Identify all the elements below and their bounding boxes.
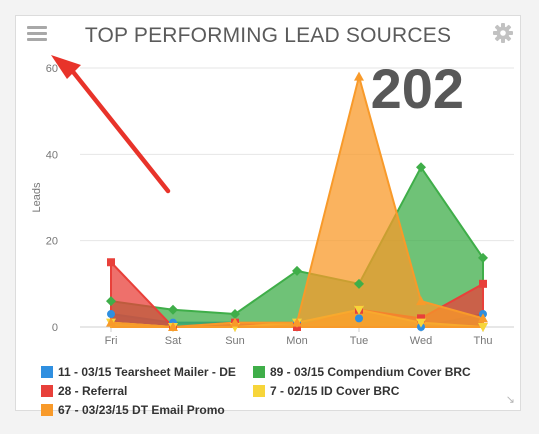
data-point-s2 <box>168 304 178 315</box>
widget-title: TOP PERFORMING LEAD SOURCES <box>84 24 452 47</box>
legend-swatch <box>41 404 53 416</box>
data-point-s3 <box>479 279 487 288</box>
data-point-s4 <box>416 318 426 328</box>
legend-label: 28 - Referral <box>58 384 128 398</box>
data-point-s4 <box>478 323 488 332</box>
data-point-s2 <box>478 252 488 263</box>
data-point-s2 <box>416 162 426 173</box>
y-tick-label: 60 <box>46 63 58 75</box>
data-point-s3 <box>107 258 115 267</box>
legend-label: 7 - 02/15 ID Cover BRC <box>270 384 400 398</box>
data-point-s3 <box>417 314 425 323</box>
legend-item[interactable]: 11 - 03/15 Tearsheet Mailer - DE <box>41 365 253 379</box>
data-point-s5 <box>354 71 364 81</box>
data-point-s2 <box>230 309 240 320</box>
legend-item[interactable]: 67 - 03/23/15 DT Email Promo <box>41 403 253 417</box>
data-point-s1 <box>107 310 115 319</box>
legend-item[interactable]: 28 - Referral <box>41 384 253 398</box>
data-point-s2 <box>106 296 116 307</box>
data-point-s5 <box>478 313 488 323</box>
legend-item[interactable]: 7 - 02/15 ID Cover BRC <box>253 384 513 398</box>
y-axis-label: Leads <box>31 182 43 212</box>
data-point-s5 <box>416 296 426 306</box>
data-point-s1 <box>355 314 363 323</box>
data-point-s5 <box>106 317 116 327</box>
x-tick-label: Tue <box>350 335 369 347</box>
legend-swatch <box>41 385 53 397</box>
series-area-5 <box>110 75 484 328</box>
resize-diagonal-icon[interactable]: ↘ <box>505 394 515 406</box>
data-point-s5 <box>168 322 178 331</box>
legend-label: 89 - 03/15 Compendium Cover BRC <box>270 365 471 379</box>
x-tick-label: Thu <box>474 335 493 347</box>
gear-icon[interactable] <box>492 22 514 44</box>
lead-sources-widget: TOP PERFORMING LEAD SOURCES 0 20 40 60 Leads… <box>15 15 521 417</box>
x-tick-label: Sun <box>225 335 245 347</box>
lead-sources-area-chart: 0 20 40 60 Leads Fri Sat Sun Mon Tue Wed Thu <box>31 63 514 347</box>
data-point-s2 <box>292 265 302 276</box>
legend-item[interactable]: 89 - 03/15 Compendium Cover BRC <box>253 365 513 379</box>
x-tick-label: Fri <box>105 335 118 347</box>
data-point-s4 <box>354 305 364 315</box>
hamburger-menu-icon[interactable] <box>27 26 47 42</box>
legend-label: 11 - 03/15 Tearsheet Mailer - DE <box>58 365 236 379</box>
legend-swatch <box>253 385 265 397</box>
data-point-s2 <box>354 278 364 289</box>
chart-legend: 11 - 03/15 Tearsheet Mailer - DE 89 - 03/… <box>41 365 513 417</box>
y-tick-label: 20 <box>46 236 58 248</box>
legend-swatch <box>253 366 265 378</box>
data-point-s5 <box>292 317 302 327</box>
legend-label: 67 - 03/23/15 DT Email Promo <box>58 403 225 417</box>
y-tick-label: 40 <box>46 149 58 161</box>
x-tick-label: Wed <box>410 335 432 347</box>
x-tick-label: Mon <box>286 335 307 347</box>
x-tick-label: Sat <box>165 335 182 347</box>
data-point-s5 <box>230 317 240 327</box>
y-tick-label: 0 <box>52 322 58 334</box>
legend-swatch <box>41 366 53 378</box>
